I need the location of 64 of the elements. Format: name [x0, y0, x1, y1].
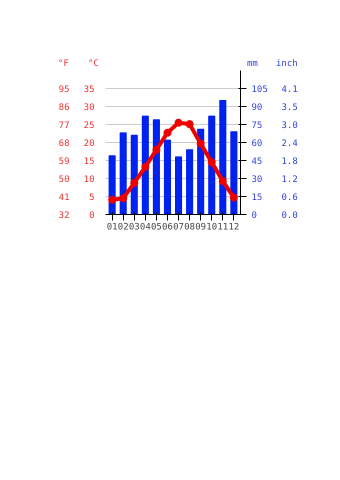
y2-tick-label: 90: [252, 103, 262, 113]
point: [152, 146, 160, 154]
x-tick-label: 11: [217, 222, 228, 232]
y2-tick-label: 105: [252, 85, 268, 95]
y-axis-title: °C: [88, 58, 99, 71]
bar: [219, 100, 226, 214]
text: 3.5: [282, 103, 298, 113]
text: 4.1: [282, 85, 298, 95]
x-tick-label: 06: [162, 222, 173, 232]
text: 3.0: [282, 121, 298, 131]
y-tick-label: 30: [84, 103, 95, 113]
text: 1.2: [282, 175, 298, 185]
y-tick-label: 10: [84, 175, 95, 185]
x-tick-label: 09: [195, 222, 206, 232]
x-tick-label: 10: [206, 222, 218, 232]
y-tick-label: 15: [84, 157, 95, 167]
y3-tick-label: 68: [58, 139, 70, 149]
text: 0.0: [282, 211, 298, 221]
x-tick-label: 08: [184, 222, 196, 232]
point: [130, 178, 138, 187]
y2-axis-title: mm: [247, 58, 258, 71]
x-tick-label: 07: [173, 222, 184, 232]
text: 0.6: [282, 193, 298, 203]
y3-tick-label: 32: [58, 211, 70, 221]
y2-tick-label: 30: [252, 175, 262, 185]
y-tick-label: 0: [89, 211, 95, 221]
y-tick-label: 35: [84, 85, 95, 95]
y-tick-label: 5: [89, 193, 95, 203]
point: [218, 177, 227, 186]
y3-axis-title: °F: [58, 58, 69, 71]
point: [119, 194, 128, 202]
x-tick-label: 05: [150, 222, 162, 232]
bar: [164, 140, 172, 214]
y2-tick-label: 75: [252, 121, 262, 131]
y3-tick-label: 50: [58, 175, 70, 185]
y3-tick-label: 59: [58, 157, 70, 167]
point: [108, 196, 116, 204]
x-tick-label: 12: [228, 222, 240, 232]
text: 2.4: [282, 139, 298, 149]
point: [163, 128, 172, 137]
bar: [186, 149, 194, 214]
point: [196, 140, 205, 148]
y3-tick-label: 41: [58, 193, 70, 203]
point: [186, 120, 194, 128]
x-tick-label: 02: [118, 222, 129, 232]
y2-tick-label: 0: [252, 211, 257, 221]
point: [230, 194, 238, 202]
point: [174, 118, 183, 127]
y2-tick-label: 60: [252, 139, 262, 149]
point: [208, 158, 216, 166]
y3-tick-label: 77: [58, 121, 70, 131]
point: [141, 162, 150, 171]
bar: [174, 156, 182, 214]
y-tick-label: 20: [84, 139, 95, 149]
text: 1.8: [282, 157, 298, 167]
y2-tick-label: 45: [252, 157, 262, 167]
x-tick-label: 01: [106, 222, 118, 232]
y-tick-label: 25: [84, 121, 95, 131]
text: inch: [276, 58, 298, 71]
x-tick-label: 03: [128, 222, 140, 232]
y3-tick-label: 86: [58, 103, 70, 113]
y3-tick-label: 95: [58, 85, 70, 95]
y2-tick-label: 15: [252, 193, 262, 203]
x-tick-label: 04: [140, 222, 151, 232]
